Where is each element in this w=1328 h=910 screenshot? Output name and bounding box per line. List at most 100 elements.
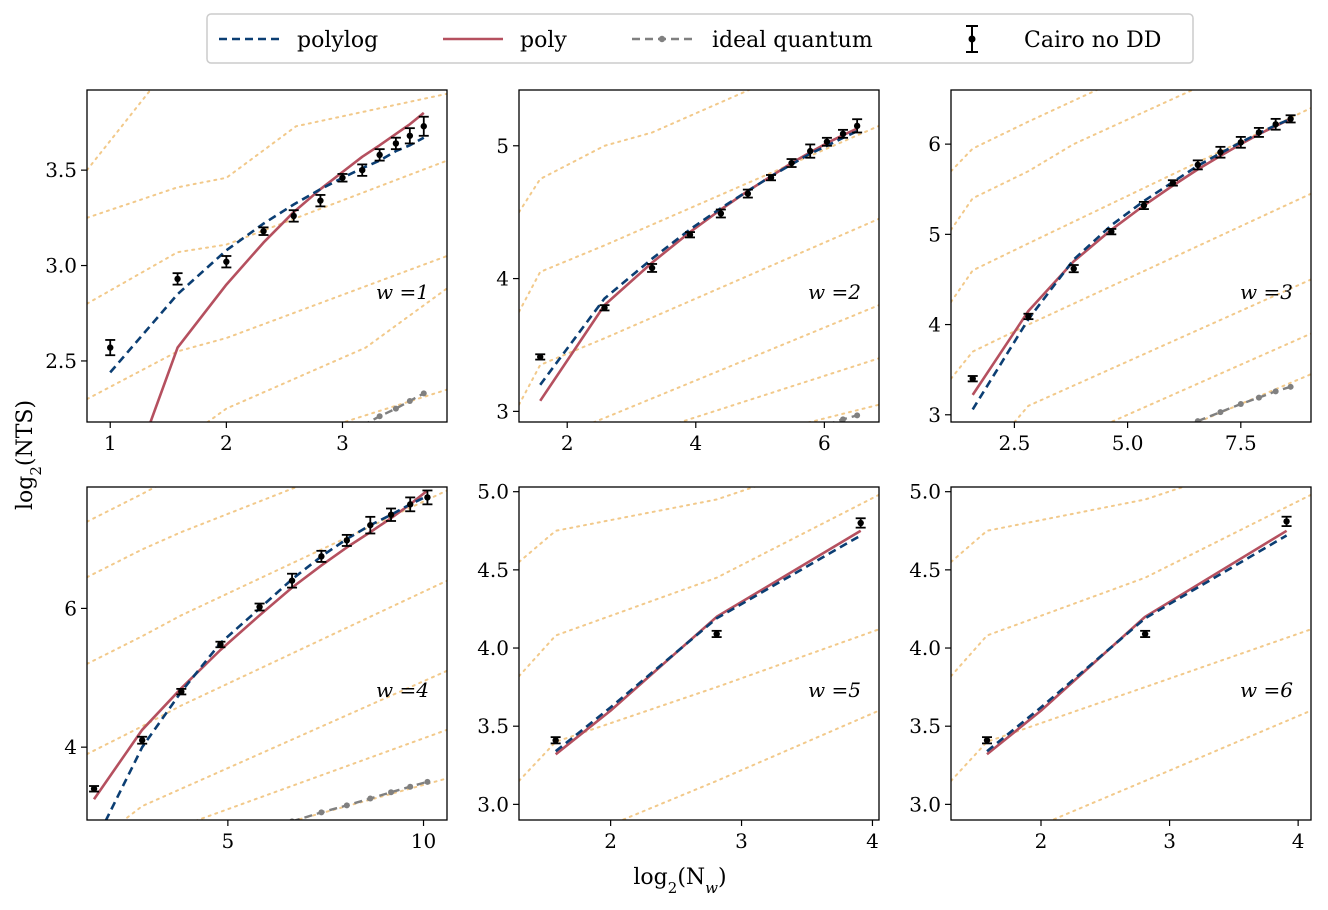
plot-area xyxy=(519,90,879,422)
guide-line xyxy=(519,124,879,313)
y-tick-label: 4 xyxy=(64,735,77,759)
panel-label: w =6 xyxy=(1240,678,1293,702)
y-tick-label: 5.0 xyxy=(477,480,509,504)
guide-line xyxy=(677,357,879,422)
cairo-point xyxy=(535,353,546,361)
cairo-point xyxy=(711,629,722,638)
poly-line xyxy=(986,529,1288,756)
legend-frame xyxy=(206,13,1194,64)
cairo-point xyxy=(742,188,753,199)
ideal-quantum-point xyxy=(1237,400,1244,407)
polylog-line xyxy=(104,494,428,820)
panel-w2: 2 4 6 3 4 5 w =2 xyxy=(496,89,880,455)
cairo-point xyxy=(215,640,226,649)
cairo-point xyxy=(254,602,265,612)
ideal-quantum-point xyxy=(1255,394,1262,401)
guide-line xyxy=(519,487,757,563)
guide-line xyxy=(519,493,879,678)
ideal-quantum-point xyxy=(318,809,325,816)
ideal-quantum-point xyxy=(388,789,395,796)
cairo-point xyxy=(374,148,385,162)
x-tick-label: 2 xyxy=(604,829,617,853)
x-tick-label: 3 xyxy=(336,431,349,455)
cairo-point xyxy=(341,533,352,547)
cairo-point xyxy=(1068,264,1079,274)
cairo-point xyxy=(852,118,863,134)
panel-w6: 2 3 4 3.0 3.5 4.0 4.5 5.0 w =6 xyxy=(909,480,1312,853)
plot-area xyxy=(519,487,879,820)
ideal-quantum-point xyxy=(359,423,365,429)
y-tick-label: 5.0 xyxy=(909,480,941,504)
legend-poly-label: poly xyxy=(520,28,567,53)
cairo-point xyxy=(105,339,116,357)
axes-frame xyxy=(518,89,880,423)
y-tick-label: 4 xyxy=(928,313,941,337)
cairo-point xyxy=(288,209,299,223)
cairo-point xyxy=(967,375,978,383)
guide-line xyxy=(194,728,447,820)
ideal-quantum-point xyxy=(407,783,414,790)
guide-line xyxy=(87,90,152,172)
cairo-point xyxy=(422,489,433,506)
ideal-quantum-point xyxy=(1194,418,1201,422)
guide-line xyxy=(806,403,879,422)
cairo-point xyxy=(821,136,832,147)
poly-line xyxy=(554,529,862,756)
legend-cairo-marker xyxy=(968,35,976,43)
cairo-point xyxy=(137,735,148,745)
y-tick-label: 3.5 xyxy=(909,714,941,738)
legend: polylog poly ideal quantum Cairo no DD xyxy=(206,13,1194,64)
axes-frame xyxy=(86,89,448,423)
y-tick-label: 3 xyxy=(928,403,941,427)
y-tick-label: 5 xyxy=(928,222,941,246)
guide-line xyxy=(519,628,879,782)
ideal-quantum-point xyxy=(420,390,427,397)
ideal-quantum-point xyxy=(840,416,846,422)
poly-line xyxy=(149,111,425,422)
plot-area xyxy=(951,487,1311,820)
polylog-line xyxy=(109,136,425,374)
panel-label: w =4 xyxy=(376,678,429,702)
cairo-point xyxy=(365,515,376,535)
guide-line xyxy=(87,159,447,305)
guide-line xyxy=(87,92,447,219)
axes-frame xyxy=(950,486,1312,821)
x-tick-label: 4 xyxy=(1292,829,1305,853)
ideal-quantum-point xyxy=(392,405,399,412)
cairo-point xyxy=(315,194,326,208)
axes-frame xyxy=(518,486,880,821)
cairo-point xyxy=(715,208,726,219)
cairo-point xyxy=(838,128,848,139)
legend-cairo-label: Cairo no DD xyxy=(1024,28,1161,53)
x-tick-label: 4 xyxy=(866,829,879,853)
ideal-quantum-point xyxy=(1287,383,1294,390)
panel-label: w =2 xyxy=(808,280,861,304)
x-tick-label: 2 xyxy=(220,431,233,455)
cairo-point xyxy=(1167,179,1178,187)
cairo-point xyxy=(805,143,816,159)
cairo-point xyxy=(1270,117,1281,131)
ideal-quantum-point xyxy=(1272,388,1279,395)
x-tick-label: 5.0 xyxy=(1112,431,1144,455)
guide-line xyxy=(619,709,879,820)
legend-polylog-label: polylog xyxy=(297,28,378,53)
panel-w5: 2 3 4 3.0 3.5 4.0 4.5 5.0 w =5 xyxy=(477,480,880,853)
panel-label: w =3 xyxy=(1240,280,1293,304)
cairo-point xyxy=(685,231,695,239)
x-tick-label: 2 xyxy=(1035,829,1048,853)
cairo-point xyxy=(1140,629,1151,638)
plot-area xyxy=(87,487,447,820)
cairo-point xyxy=(386,507,397,522)
poly-line xyxy=(539,127,858,402)
guide-line xyxy=(1013,278,1311,422)
y-tick-label: 3.0 xyxy=(477,792,509,816)
guide-line xyxy=(951,487,1187,563)
cairo-point xyxy=(89,785,100,793)
panel-label: w =5 xyxy=(808,678,861,702)
y-axis-title: log2(NTS) xyxy=(13,400,45,510)
guide-line xyxy=(293,777,447,820)
cairo-point xyxy=(1192,159,1203,171)
cairo-point xyxy=(337,173,348,183)
cairo-point xyxy=(647,263,658,273)
